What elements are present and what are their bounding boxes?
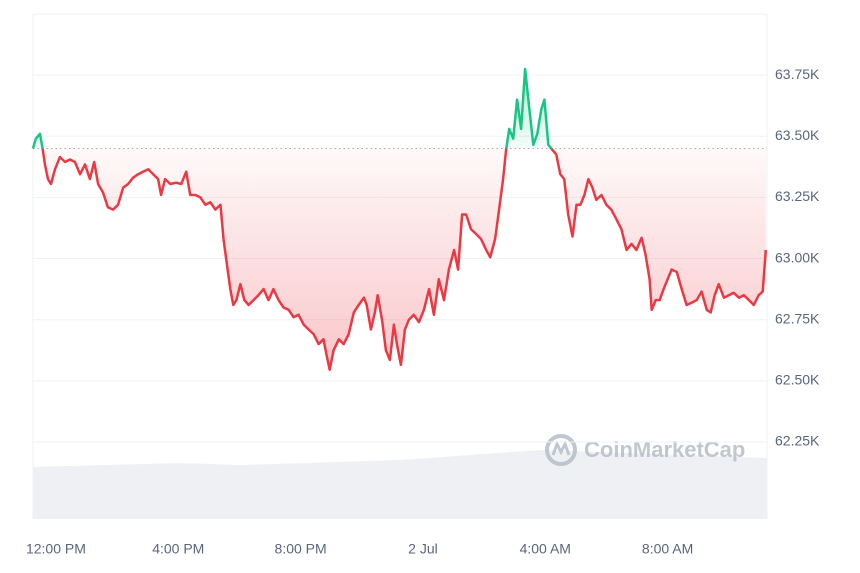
y-tick-label: 62.50K: [775, 372, 820, 388]
y-tick-label: 63.25K: [775, 188, 820, 204]
watermark-logo-mark: [551, 440, 571, 456]
y-tick-label: 62.25K: [775, 433, 820, 449]
price-line: [31, 67, 768, 372]
watermark: CoinMarketCap: [545, 434, 745, 466]
y-tick-label: 62.75K: [775, 310, 820, 326]
watermark-logo: [545, 434, 577, 466]
x-tick-label: 12:00 PM: [26, 541, 86, 557]
watermark-text: CoinMarketCap: [584, 437, 745, 462]
y-tick-label: 63.50K: [775, 127, 820, 143]
x-tick-label: 8:00 AM: [642, 541, 693, 557]
x-tick-label: 4:00 PM: [152, 541, 204, 557]
volume-area: [33, 450, 767, 519]
price-area: [33, 69, 766, 370]
x-tick-label: 2 Jul: [408, 541, 438, 557]
x-tick-label: 4:00 AM: [520, 541, 571, 557]
x-tick-label: 8:00 PM: [275, 541, 327, 557]
y-tick-label: 63.75K: [775, 66, 820, 82]
y-tick-label: 63.00K: [775, 249, 820, 265]
